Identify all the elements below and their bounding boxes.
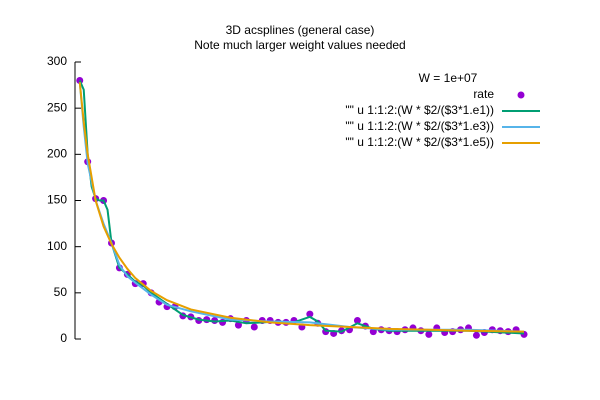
data-point bbox=[234, 321, 242, 329]
chart-subtitle: Note much larger weight values needed bbox=[194, 38, 405, 52]
chart-title: 3D acsplines (general case) bbox=[226, 23, 375, 37]
y-tick-label: 200 bbox=[47, 147, 67, 161]
data-point bbox=[472, 331, 480, 339]
y-tick-label: 250 bbox=[47, 100, 67, 114]
data-line bbox=[78, 80, 525, 335]
data-point bbox=[353, 317, 361, 325]
annotation: W = 1e+07 bbox=[419, 71, 478, 85]
data-line bbox=[78, 82, 525, 333]
legend-label: "" u 1:1:2:(W * $2/($3*1.e5)) bbox=[345, 135, 494, 149]
legend-label: "" u 1:1:2:(W * $2/($3*1.e1)) bbox=[345, 103, 494, 117]
data-point bbox=[425, 330, 433, 338]
data-point bbox=[306, 310, 314, 318]
legend-label: "" u 1:1:2:(W * $2/($3*1.e3)) bbox=[345, 119, 494, 133]
legend-swatch bbox=[517, 91, 525, 99]
y-tick-label: 300 bbox=[47, 54, 67, 68]
legend-label: rate bbox=[473, 87, 494, 101]
data-point bbox=[250, 323, 258, 331]
y-tick-label: 150 bbox=[47, 193, 67, 207]
y-tick-label: 50 bbox=[54, 285, 68, 299]
y-tick-label: 0 bbox=[60, 331, 67, 345]
y-tick-label: 100 bbox=[47, 239, 67, 253]
